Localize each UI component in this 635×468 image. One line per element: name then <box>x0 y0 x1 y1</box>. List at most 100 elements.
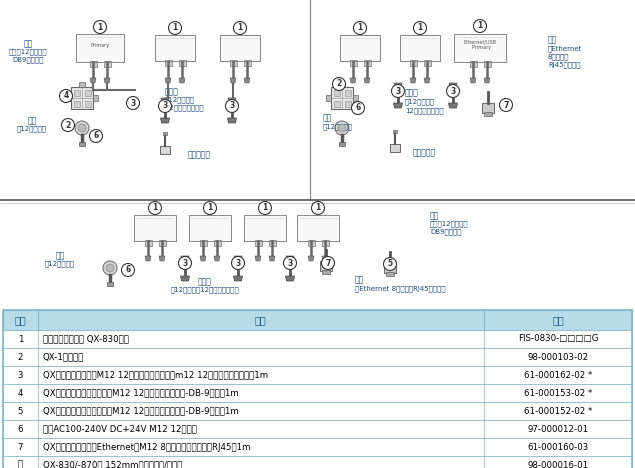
Text: Ethernet/USB
  Primary: Ethernet/USB Primary <box>464 40 497 51</box>
Bar <box>3 330 632 348</box>
Bar <box>3 402 632 420</box>
Circle shape <box>203 202 217 214</box>
Bar <box>159 240 166 246</box>
Polygon shape <box>286 276 295 281</box>
Bar <box>386 272 394 276</box>
Polygon shape <box>228 98 236 104</box>
Text: 主机: 主机 <box>23 39 32 49</box>
Text: 1: 1 <box>316 204 321 212</box>
Bar <box>134 215 176 241</box>
Bar <box>3 420 632 438</box>
Bar <box>326 95 331 101</box>
Polygon shape <box>161 118 170 123</box>
Bar <box>345 89 351 95</box>
Text: 型号: 型号 <box>552 315 564 325</box>
Text: 12针插座连接器）: 12针插座连接器） <box>165 105 204 111</box>
Text: 1: 1 <box>237 23 243 32</box>
Bar <box>90 61 97 67</box>
Polygon shape <box>90 78 96 83</box>
Bar <box>107 282 113 286</box>
Bar <box>424 60 431 66</box>
Bar <box>104 61 110 67</box>
Text: 8针插头、: 8针插头、 <box>548 54 570 60</box>
Bar <box>322 270 330 274</box>
Text: 5: 5 <box>387 259 392 269</box>
Text: 6: 6 <box>18 424 23 433</box>
Polygon shape <box>449 83 457 89</box>
Polygon shape <box>484 78 490 83</box>
Bar <box>243 60 250 66</box>
Text: 5: 5 <box>18 407 23 416</box>
Polygon shape <box>227 118 236 123</box>
Bar <box>363 60 370 66</box>
Circle shape <box>106 264 114 272</box>
Circle shape <box>159 100 171 112</box>
Text: 主机: 主机 <box>548 36 558 44</box>
Circle shape <box>384 257 396 271</box>
Text: QX通信电缆、主机、串行、M12 12针插座（螺杠式）-DB-9插座、1m: QX通信电缆、主机、串行、M12 12针插座（螺杠式）-DB-9插座、1m <box>43 388 238 397</box>
Polygon shape <box>104 78 110 83</box>
Bar <box>454 34 506 62</box>
Bar <box>189 215 231 241</box>
Polygon shape <box>286 256 294 262</box>
Polygon shape <box>159 256 165 261</box>
Bar <box>74 89 79 95</box>
Polygon shape <box>322 256 328 261</box>
Text: 98-000103-02: 98-000103-02 <box>528 352 589 361</box>
Text: 61-000153-02 *: 61-000153-02 * <box>524 388 592 397</box>
Bar <box>482 103 494 113</box>
Text: 4: 4 <box>18 388 23 397</box>
Circle shape <box>354 22 366 35</box>
Text: QX通信电缆、通用、M12 12针插座（螺杠式）～m12 12针插座（螺杠式）、1m: QX通信电缆、通用、M12 12针插座（螺杠式）～m12 12针插座（螺杠式）、… <box>43 371 268 380</box>
Circle shape <box>446 85 460 97</box>
Circle shape <box>474 20 486 32</box>
Text: 4: 4 <box>64 92 69 101</box>
Bar <box>3 348 632 366</box>
Bar <box>483 61 490 67</box>
Polygon shape <box>255 256 261 261</box>
Bar <box>339 82 345 87</box>
Text: 3: 3 <box>236 258 241 268</box>
Bar <box>3 310 632 468</box>
Circle shape <box>149 202 161 214</box>
Bar <box>345 101 351 107</box>
Bar <box>84 101 91 107</box>
Bar <box>213 240 220 246</box>
Text: 1: 1 <box>152 204 157 212</box>
Bar <box>307 240 314 246</box>
Text: 种类: 种类 <box>255 315 267 325</box>
Text: 1: 1 <box>172 23 178 32</box>
Bar <box>155 35 195 61</box>
Text: 编号: 编号 <box>15 315 26 325</box>
Circle shape <box>90 130 102 142</box>
Text: 3: 3 <box>396 87 401 95</box>
Circle shape <box>78 124 86 132</box>
Polygon shape <box>448 103 457 108</box>
Circle shape <box>178 256 192 270</box>
Polygon shape <box>200 256 206 261</box>
Bar <box>71 87 93 109</box>
Circle shape <box>283 256 297 270</box>
Bar <box>163 132 167 135</box>
Bar <box>164 60 171 66</box>
Text: FIS-0830-□□□□G: FIS-0830-□□□□G <box>518 335 598 344</box>
Text: （串行12针插座、: （串行12针插座、 <box>9 49 48 55</box>
Bar <box>331 87 353 109</box>
Text: 98-000016-01: 98-000016-01 <box>528 461 589 468</box>
Bar <box>410 60 417 66</box>
Text: 61-000152-02 *: 61-000152-02 * <box>524 407 592 416</box>
Text: Primary: Primary <box>90 43 110 47</box>
Text: DB9连接器）: DB9连接器） <box>12 57 44 63</box>
Text: RJ45连接器）: RJ45连接器） <box>548 62 580 68</box>
Bar <box>339 142 345 146</box>
Text: 3: 3 <box>450 87 456 95</box>
Polygon shape <box>470 78 476 83</box>
Bar <box>3 438 632 456</box>
Bar <box>220 35 260 61</box>
Text: 2: 2 <box>65 120 70 130</box>
Circle shape <box>60 89 72 102</box>
Circle shape <box>93 21 107 34</box>
Bar <box>3 310 632 330</box>
Bar <box>3 366 632 384</box>
Bar <box>160 146 170 154</box>
